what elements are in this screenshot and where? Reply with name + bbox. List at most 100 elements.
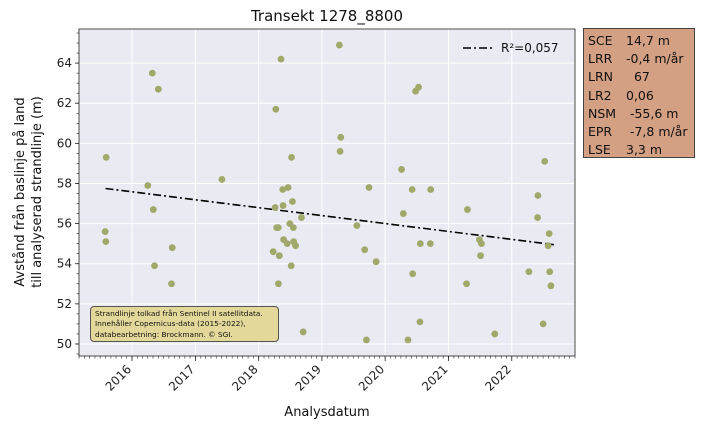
data-point [151, 262, 158, 270]
data-point [399, 210, 407, 217]
stat-row-lrr: LRR -0,4 m/år [588, 50, 690, 68]
stat-value: 14,7 m [626, 33, 670, 48]
y-tick-label: 60 [57, 136, 72, 150]
data-point [426, 240, 434, 248]
legend: R²=0,057 [463, 41, 559, 55]
data-point [491, 330, 499, 338]
stat-key: LR2 [588, 87, 612, 103]
stat-value: 0,06 [626, 87, 654, 103]
data-point [283, 240, 291, 248]
data-point [102, 153, 110, 161]
data-point [288, 153, 295, 161]
data-point [404, 336, 412, 344]
x-axis-label: Analysdatum [284, 405, 369, 420]
minor-ticks [76, 32, 576, 359]
y-tick-label: 58 [57, 176, 72, 190]
grid [79, 29, 575, 356]
data-point [272, 105, 280, 113]
data-point [415, 83, 422, 91]
x-axis-ticks: 2016 2017 2018 2019 2020 2021 2022 [103, 356, 514, 394]
data-point [102, 238, 110, 246]
data-points [101, 41, 555, 344]
data-point [148, 69, 156, 77]
stat-key: SCE [588, 33, 613, 48]
y-tick-label: 54 [57, 257, 72, 271]
x-tick-label: 2021 [419, 362, 450, 393]
plot-area [79, 29, 575, 356]
data-point [545, 230, 553, 238]
stat-row-nsm: NSM -55,6 m [588, 105, 690, 123]
trend-line [105, 187, 554, 246]
stat-value: -55,6 m [626, 105, 679, 121]
stat-key: NSM [588, 105, 617, 121]
data-point [275, 252, 283, 260]
x-tick-label: 2017 [166, 362, 197, 393]
data-point [478, 240, 485, 248]
stat-key: LRN [588, 69, 613, 85]
y-axis-label-line1: Avstånd från baslinje på land [13, 97, 28, 286]
data-point [271, 204, 279, 211]
data-point [292, 242, 299, 250]
data-point [539, 320, 547, 328]
data-point [525, 268, 533, 276]
x-tick-label: 2020 [356, 362, 387, 393]
statistics-box: SCE 14,7 m LRR -0,4 m/år LRN 67 LR2 0,06 NS… [583, 28, 695, 158]
data-point [149, 206, 157, 213]
stat-value: 67 [626, 69, 650, 85]
data-point [544, 242, 552, 250]
data-point [398, 166, 405, 173]
data-point [287, 262, 295, 270]
data-point [269, 248, 277, 256]
x-tick-label: 2016 [103, 362, 134, 393]
y-tick-label: 62 [57, 96, 72, 110]
stat-row-lr2: LR2 0,06 [588, 87, 690, 105]
credit-box: Strandlinje tolkad från Sentinel II sate… [90, 306, 279, 342]
y-tick-label: 64 [57, 56, 72, 70]
data-point [298, 214, 305, 221]
stat-key: LSE [588, 142, 611, 158]
data-point [289, 224, 297, 232]
data-point [353, 222, 361, 230]
data-point [336, 147, 344, 155]
x-tick-label: 2022 [482, 362, 513, 393]
data-point [372, 258, 380, 266]
data-point [279, 202, 287, 209]
data-point [464, 206, 471, 213]
stat-row-lrn: LRN 67 [588, 68, 690, 86]
plot-frame [78, 28, 576, 357]
data-point [363, 336, 370, 344]
data-point [534, 192, 542, 199]
y-axis-ticks: 50 52 54 56 58 60 62 64 [57, 56, 79, 351]
data-point [534, 214, 541, 221]
data-point [546, 268, 554, 276]
data-point [416, 240, 424, 248]
stat-key: LRR [588, 51, 613, 67]
y-tick-label: 52 [57, 297, 72, 311]
chart-title: Transekt 1278_8800 [250, 7, 403, 26]
data-point [299, 328, 307, 336]
data-point [274, 224, 282, 232]
stat-value: -0,4 m/år [626, 51, 684, 67]
data-point [463, 280, 470, 288]
data-point [218, 176, 226, 183]
data-point [365, 184, 373, 191]
legend-label: R²=0,057 [501, 41, 559, 55]
data-point [416, 318, 424, 326]
data-point [408, 186, 416, 193]
data-point [144, 182, 152, 189]
data-point [541, 158, 549, 165]
stat-row-sce: SCE 14,7 m [588, 32, 690, 50]
stat-value: -7,8 m/år [626, 124, 688, 140]
credit-line: Strandlinje tolkad från Sentinel II sate… [95, 309, 263, 318]
data-point [279, 186, 287, 193]
credit-line: databearbetning: Brockmann. © SGI. [95, 329, 233, 339]
stat-value: 3,3 m [626, 142, 663, 158]
data-point [409, 270, 417, 278]
data-point [477, 252, 484, 260]
y-tick-label: 56 [57, 217, 72, 231]
data-point [275, 280, 282, 288]
data-point [547, 282, 555, 290]
data-point [337, 133, 345, 141]
data-point [427, 186, 435, 193]
